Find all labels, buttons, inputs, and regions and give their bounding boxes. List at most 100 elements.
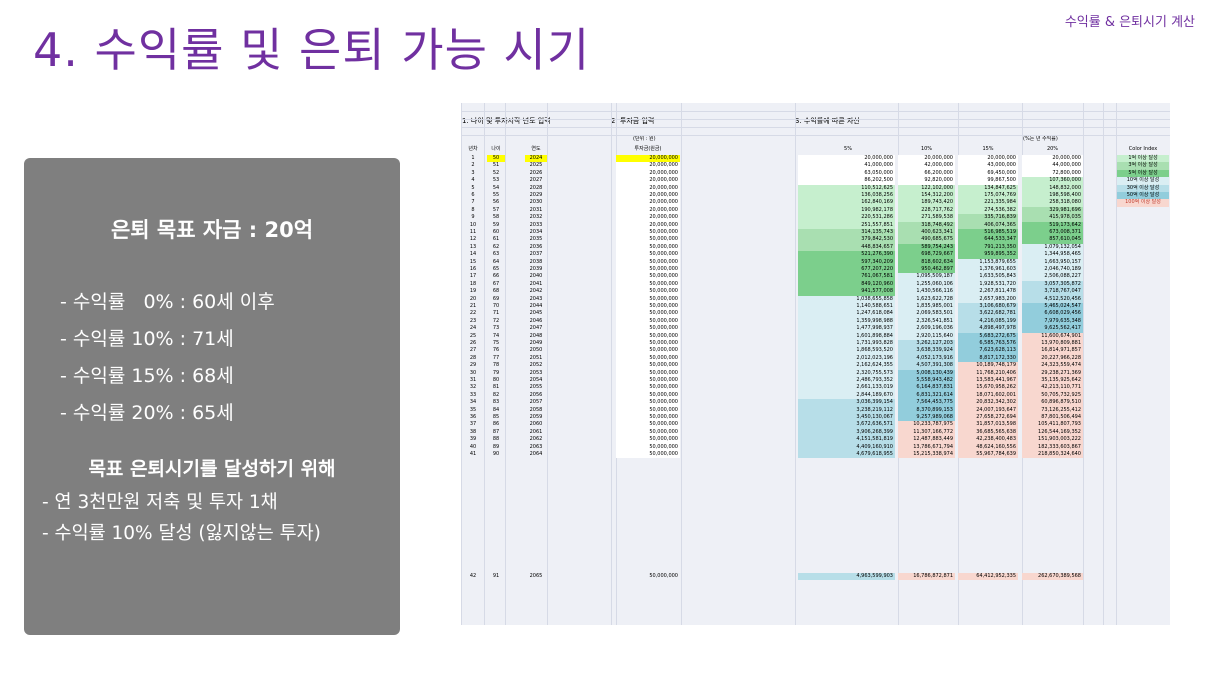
asset-cell: 27,658,272,694 xyxy=(958,414,1018,422)
year-index: 35 xyxy=(469,406,477,413)
asset-cell: 35,135,925,642 xyxy=(1022,377,1083,385)
principal-cell: 20,000,000 xyxy=(616,221,680,229)
year-cell: 2062 xyxy=(529,436,543,443)
asset-cell: 9,257,989,068 xyxy=(898,414,955,422)
asset-cell: 1,376,961,603 xyxy=(958,266,1018,274)
asset-cell: 189,743,420 xyxy=(898,199,955,207)
asset-cell: 4,963,599,903 xyxy=(798,573,895,581)
asset-cell: 218,850,324,640 xyxy=(1022,451,1083,459)
asset-cell: 4,052,173,916 xyxy=(898,354,955,363)
year-index: 12 xyxy=(469,236,477,243)
asset-cell: 448,834,657 xyxy=(798,243,895,252)
section-1-label: 1. 나이 및 투자시작 년도 입력 xyxy=(462,117,551,125)
grid-line xyxy=(461,127,1170,128)
year-index: 28 xyxy=(469,354,477,361)
year-cell: 2061 xyxy=(529,428,543,435)
year-cell: 2041 xyxy=(529,280,543,287)
age-cell: 68 xyxy=(492,288,500,295)
age-cell: 51 xyxy=(492,162,500,169)
age-cell: 64 xyxy=(492,258,500,265)
plan-subtitle: 목표 은퇴시기를 달성하기 위해 xyxy=(88,458,336,480)
asset-cell: 673,008,371 xyxy=(1022,229,1083,237)
year-cell: 2043 xyxy=(529,295,543,302)
principal-cell: 50,000,000 xyxy=(616,229,680,237)
asset-cell: 4,512,520,456 xyxy=(1022,295,1083,303)
age-cell: 52 xyxy=(492,169,500,176)
asset-cell: 182,333,603,867 xyxy=(1022,443,1083,451)
principal-cell: 50,000,000 xyxy=(616,428,680,437)
principal-cell: 20,000,000 xyxy=(616,192,680,200)
asset-cell: 3,036,399,154 xyxy=(798,399,895,407)
grid-line xyxy=(1116,103,1117,625)
asset-cell: 105,411,807,793 xyxy=(1022,421,1083,429)
asset-cell: 1,663,950,157 xyxy=(1022,258,1083,266)
asset-cell: 1,079,132,054 xyxy=(1022,243,1083,252)
unit-note: (단위 : 원) xyxy=(633,136,656,142)
grid-line xyxy=(1083,103,1084,625)
asset-cell: 1,835,985,001 xyxy=(898,303,955,311)
spreadsheet-image: 1. 나이 및 투자시작 년도 입력 2. 투자금 입력 3. 수익률에 따른 … xyxy=(461,103,1170,625)
age-cell: 75 xyxy=(492,340,500,346)
year-index: 11 xyxy=(469,229,477,235)
asset-cell: 4,151,581,819 xyxy=(798,436,895,444)
age-cell: 71 xyxy=(492,310,500,317)
year-cell: 2038 xyxy=(529,258,543,265)
asset-cell: 50,705,732,925 xyxy=(1022,391,1083,400)
asset-cell: 162,840,169 xyxy=(798,199,895,207)
year-index: 32 xyxy=(469,384,477,391)
asset-cell: 1,623,622,728 xyxy=(898,295,955,303)
asset-cell: 849,120,960 xyxy=(798,280,895,289)
asset-cell: 1,928,531,720 xyxy=(958,280,1018,289)
year-cell: 2063 xyxy=(529,443,543,450)
grid-line xyxy=(547,103,548,625)
asset-cell: 4,679,618,955 xyxy=(798,451,895,459)
year-index: 40 xyxy=(469,443,477,450)
asset-cell: 5,683,272,675 xyxy=(958,332,1018,340)
year-index: 33 xyxy=(469,391,477,398)
principal-cell: 50,000,000 xyxy=(616,280,680,289)
year-index: 42 xyxy=(469,573,477,579)
asset-cell: 42,213,110,771 xyxy=(1022,384,1083,392)
action-list: - 연 3천만원 저축 및 투자 1채 - 수익률 10% 달성 (잃지않는 투… xyxy=(42,487,321,549)
asset-cell: 6,164,837,831 xyxy=(898,384,955,392)
year-cell: 2050 xyxy=(529,347,543,354)
asset-cell: 16,814,971,857 xyxy=(1022,347,1083,355)
grid-line xyxy=(461,103,462,625)
asset-cell: 20,000,000 xyxy=(958,155,1018,163)
asset-cell: 5,008,130,439 xyxy=(898,369,955,377)
grid-line xyxy=(484,103,485,625)
asset-cell: 379,842,530 xyxy=(798,236,895,244)
asset-cell: 6,608,029,456 xyxy=(1022,310,1083,318)
principal-cell: 20,000,000 xyxy=(616,184,680,192)
column-header: 나이 xyxy=(491,146,501,152)
asset-cell: 2,012,023,196 xyxy=(798,354,895,363)
asset-cell: 2,069,583,501 xyxy=(898,310,955,318)
age-cell: 60 xyxy=(492,229,500,235)
asset-cell: 220,531,286 xyxy=(798,214,895,222)
asset-cell: 6,585,763,576 xyxy=(958,340,1018,348)
age-cell: 56 xyxy=(492,199,500,206)
asset-cell: 99,867,500 xyxy=(958,177,1018,185)
principal-cell: 50,000,000 xyxy=(616,436,680,444)
legend-item: 3억 이상 달성 xyxy=(1117,162,1169,170)
asset-cell: 55,967,784,639 xyxy=(958,451,1018,459)
asset-cell: 644,533,347 xyxy=(958,236,1018,244)
age-cell: 84 xyxy=(492,406,500,413)
asset-cell: 11,307,166,772 xyxy=(898,428,955,437)
year-index: 8 xyxy=(471,206,475,213)
year-cell: 2027 xyxy=(529,177,543,184)
asset-cell: 175,074,769 xyxy=(958,192,1018,200)
grid-line xyxy=(1103,103,1104,625)
principal-cell: 50,000,000 xyxy=(616,266,680,274)
asset-cell: 1,477,998,937 xyxy=(798,325,895,333)
year-index: 29 xyxy=(469,362,477,369)
age-cell: 88 xyxy=(492,436,500,443)
legend-item: 100억 이상 달성 xyxy=(1117,199,1169,207)
year-index: 41 xyxy=(469,451,477,457)
year-cell: 2031 xyxy=(529,206,543,213)
age-cell: 62 xyxy=(492,243,500,250)
asset-cell: 3,638,339,924 xyxy=(898,347,955,355)
principal-cell: 50,000,000 xyxy=(616,354,680,363)
asset-cell: 1,140,588,651 xyxy=(798,303,895,311)
asset-cell: 60,896,879,510 xyxy=(1022,399,1083,407)
